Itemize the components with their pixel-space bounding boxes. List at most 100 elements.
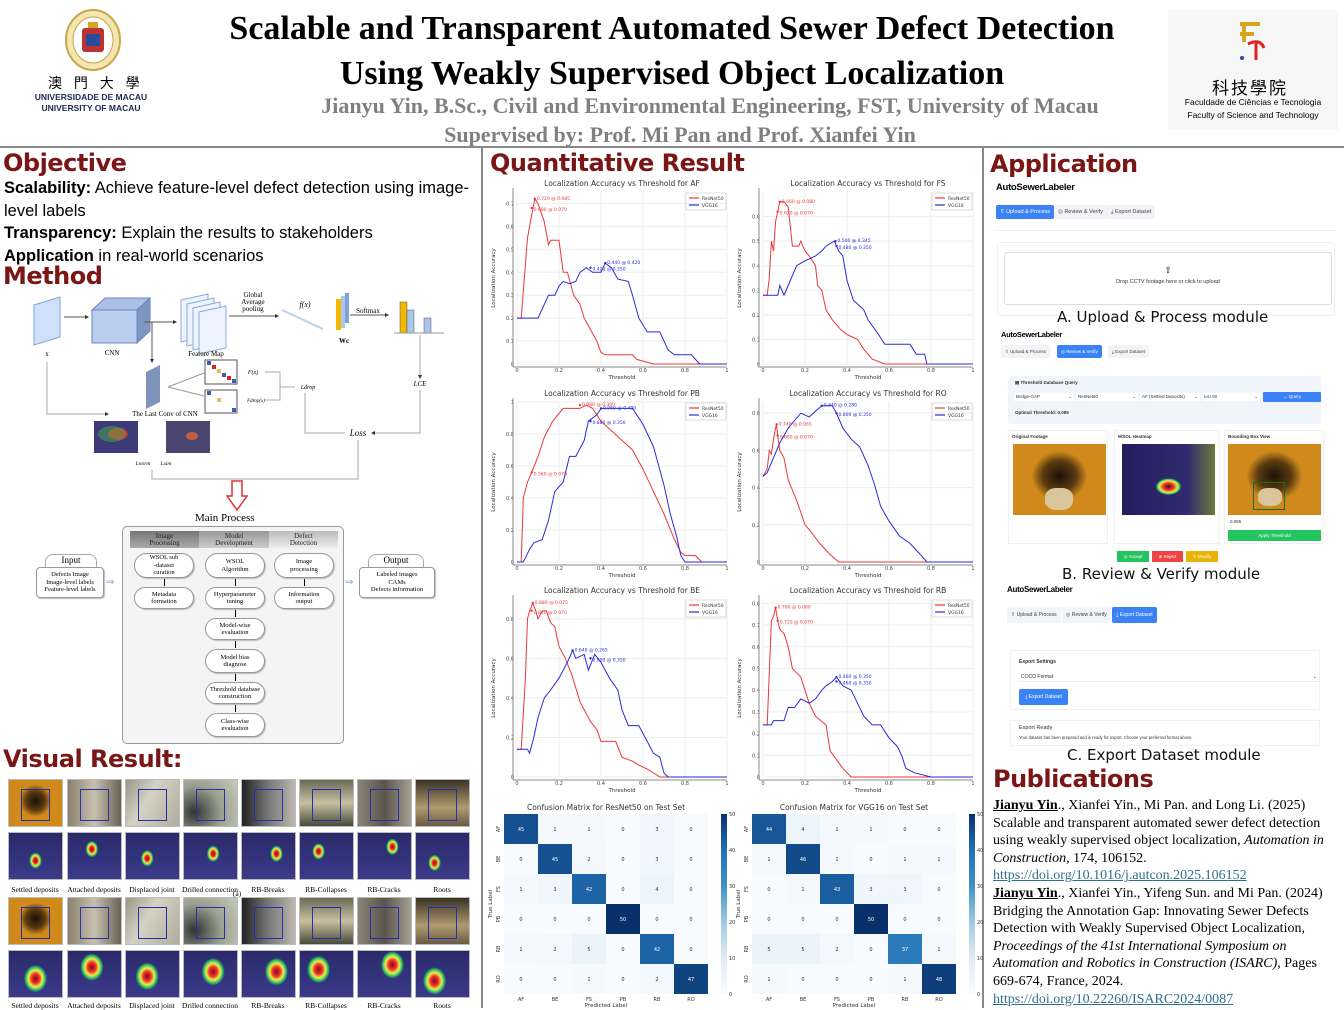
application-title: Application (990, 150, 1138, 178)
colorbar-tick-label: 50 (729, 812, 735, 818)
defect-class-label: RB-Collapses (305, 1001, 347, 1010)
matrix-cell-value: 1 (587, 977, 590, 983)
tab-export-dataset[interactable]: ⤓ Export Dataset (1108, 345, 1150, 358)
x-tick-label: 0.6 (639, 368, 647, 374)
matrix-cell (572, 964, 606, 994)
gap-vector (281, 309, 324, 330)
colorbar-tick-label: 0 (729, 992, 732, 998)
apply-threshold-button[interactable]: Apply Threshold (1228, 530, 1321, 541)
matrix-cell (922, 844, 956, 874)
y-tick-label: 0.2 (752, 523, 760, 529)
annotation-label: 0.680 @ 0.070 (780, 434, 813, 440)
matrix-cell-value: 5 (767, 947, 770, 953)
sewer-footage-image (1013, 444, 1106, 515)
tab-export-dataset[interactable]: ⤓ Export Dataset (1107, 205, 1156, 219)
cnn-cube (91, 309, 138, 344)
annotation-label: 0.680 @ 0.070 (534, 207, 567, 213)
colorbar-tick-label: 20 (729, 920, 735, 926)
matrix-cell-value: 0 (835, 977, 838, 983)
export-format-select[interactable]: COCO Format ⌄ (1019, 674, 1319, 682)
x-tick-label: 0 (761, 368, 764, 374)
input-box: Defects Image Image-level labels Feature-l… (36, 567, 104, 598)
card-wsol-heatmap: WSOL Heatmap (1114, 430, 1220, 544)
y-tick-label: 0.8 (752, 411, 760, 417)
matrix-cell-value: 0 (553, 977, 556, 983)
x-tick-label: 0 (515, 566, 518, 572)
matrix-cell-value: 0 (519, 917, 522, 923)
y-tick-label: 0.5 (506, 247, 514, 253)
matrix-cell (922, 874, 956, 904)
matrix-cell-value: 44 (766, 827, 772, 833)
y-tick-label: 1 (511, 400, 514, 406)
modify-button[interactable]: ✎ Modify (1186, 551, 1218, 562)
objective-title: Objective (3, 149, 127, 177)
matrix-cell-value: 0 (587, 917, 590, 923)
tab-upload-process[interactable]: ⇧ Upload & Process (1007, 607, 1061, 623)
matrix-cell (538, 934, 572, 964)
matrix-cell-value: 1 (587, 827, 590, 833)
chart-title: Localization Accuracy vs Threshold for R… (790, 586, 947, 595)
cam-heatmap-image (183, 832, 238, 880)
defect-class-label: RB-Collapses (305, 885, 347, 894)
matrix-cell (606, 814, 640, 844)
pub-doi-link[interactable]: https://doi.org/10.1016/j.autcon.2025.10… (993, 868, 1247, 884)
annotation-label: 0.980 @ 0.300 (582, 402, 615, 408)
matrix-cell-value: 2 (553, 947, 556, 953)
tab-upload-process[interactable]: ⇧ Upload & Process (996, 205, 1055, 219)
defect-class-label: Drilled connection (181, 1001, 239, 1010)
annotation-marker (835, 680, 838, 683)
y-tick-label: 0.4 (752, 264, 760, 270)
reject-button[interactable]: ⊗ Reject (1152, 551, 1183, 562)
query-button[interactable]: → Query (1263, 392, 1321, 402)
tab-review-verify[interactable]: ◎ Review & Verify (1057, 345, 1102, 358)
card-title: Original Footage (1012, 434, 1048, 439)
colorbar-tick-label: 30 (729, 884, 735, 890)
softmax-label: Softmax (356, 307, 380, 315)
y-tick-label: 0.2 (752, 732, 760, 738)
tab-review-verify[interactable]: ◎ Review & Verify (1054, 205, 1107, 219)
matrix-cell (888, 904, 922, 934)
select-iou[interactable]: IoU 50 ⌄ (1202, 393, 1260, 401)
matrix-cell (854, 874, 888, 904)
matrix-cell (922, 964, 956, 994)
export-dataset-button[interactable]: ⤓ Export Dataset (1019, 689, 1068, 705)
defect-class-label: Attached deposits (67, 1001, 121, 1010)
colorbar-tick-label: 10 (977, 956, 983, 962)
y-tick-label: AF (496, 826, 502, 832)
x-tick-label: 0.2 (555, 781, 563, 787)
annotation-marker (589, 420, 592, 423)
select-defect-class[interactable]: AF (Settled Deposits) ⌄ (1140, 393, 1200, 401)
select-model-family[interactable]: Bridge-GAP ⌄ (1014, 393, 1074, 401)
tab-upload-process[interactable]: ⇧ Upload & Process (1001, 345, 1051, 358)
cam-heatmap-image (241, 832, 296, 880)
select-backbone[interactable]: ResNet50 ⌄ (1076, 393, 1138, 401)
detection-bbox-image (415, 779, 470, 827)
gap-label-3: pooling (242, 305, 264, 313)
annotation-label: 0.840 @ 0.070 (534, 610, 567, 616)
upload-dropzone[interactable]: ⇧ Drop CCTV footage here or click to upl… (1004, 252, 1332, 305)
column-divider-left (481, 148, 483, 1008)
threshold-input[interactable]: 0.085 (1230, 519, 1242, 524)
x-tick-label: 1 (725, 368, 728, 374)
fst-logo (1240, 22, 1266, 60)
pub-venue: Proceedings of the 41st International Sy… (993, 938, 1287, 972)
wc-label: Wc (339, 337, 349, 345)
matrix-cell (854, 904, 888, 934)
x-tick-label: 0.4 (597, 368, 605, 374)
tab-export-dataset[interactable]: ⤓ Export Dataset (1112, 607, 1157, 623)
cam-heatmap-image (8, 832, 63, 880)
x-tick-label: 0.4 (843, 368, 851, 374)
detection-bbox-image (415, 897, 470, 945)
matrix-cell-value: 2 (655, 977, 658, 983)
tab-review-verify[interactable]: ◎ Review & Verify (1062, 607, 1111, 623)
ldrop-label: Ldrop (300, 385, 315, 391)
annotation-label: 0.560 @ 0.070 (534, 471, 567, 477)
matrix-cell (606, 934, 640, 964)
fst-logo-chinese: 科技學院 (1212, 79, 1288, 98)
x-tick-label: PB (868, 997, 875, 1003)
matrix-cell (606, 964, 640, 994)
pub-doi-link[interactable]: https://doi.org/10.22260/ISARC2024/0087 (993, 991, 1234, 1007)
matrix-cell (752, 844, 786, 874)
accept-button[interactable]: ◎ Accept (1117, 551, 1149, 562)
matrix-cell (786, 844, 820, 874)
